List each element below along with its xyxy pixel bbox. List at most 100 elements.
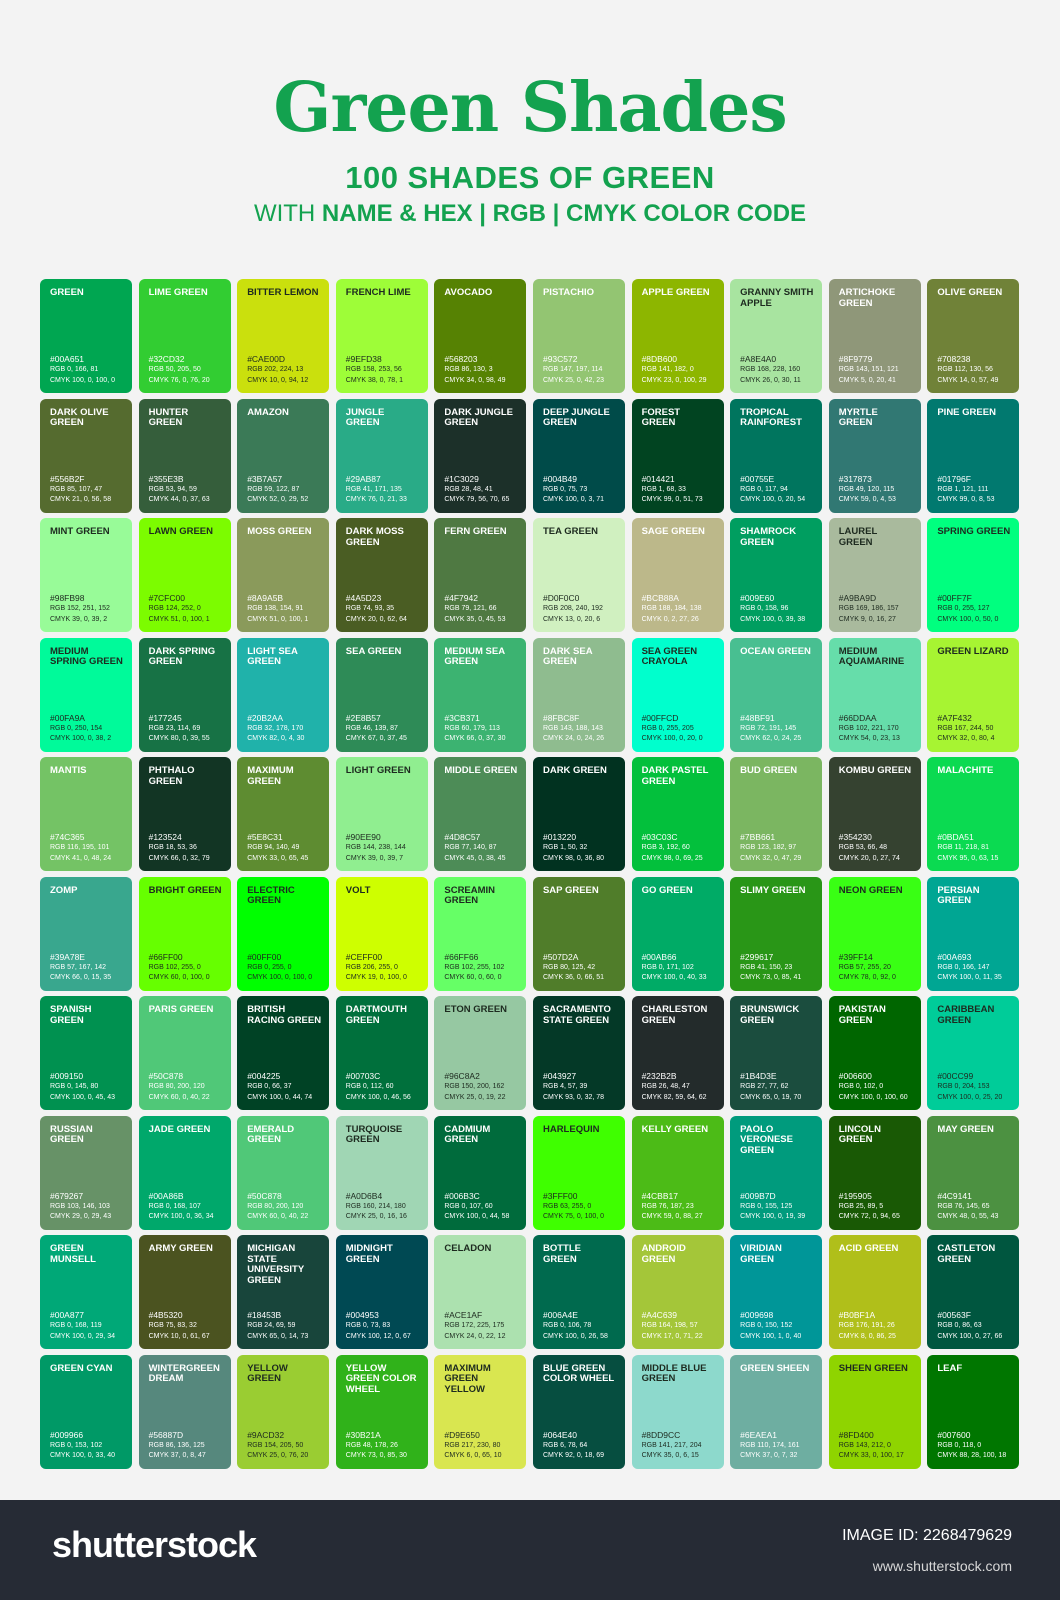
swatch-cmyk: CMYK 76, 0, 21, 33 <box>345 496 407 503</box>
swatch-name: PARIS GREEN <box>148 1004 214 1015</box>
color-swatch: TEA GREEN #D0F0C0 RGB 208, 240, 192 CMYK 13… <box>532 518 625 632</box>
color-swatch: PERSIAN GREEN #00A693 RGB 0, 166, 147 CMYK … <box>927 876 1020 991</box>
color-swatch: BRITISH RACING GREEN #004225 RGB 0, 66, 37… <box>237 996 330 1110</box>
swatch-rgb: RGB 0, 168, 119 <box>50 1322 102 1329</box>
swatch-hex: #D9E650 <box>444 1429 480 1440</box>
color-swatch: NEON GREEN #39FF14 RGB 57, 255, 20 CMYK 78,… <box>828 876 921 991</box>
color-swatch: BRUNSWICK GREEN #1B4D3E RGB 27, 77, 62 CMYK… <box>730 996 823 1110</box>
swatch-rgb: RGB 0, 255, 205 <box>641 724 694 732</box>
swatch-rgb: RGB 27, 77, 62 <box>740 1083 789 1090</box>
color-swatch: GREEN SHEEN #6EAEA1 RGB 110, 174, 161 CMYK … <box>730 1354 823 1469</box>
color-swatch: OCEAN GREEN #48BF91 RGB 72, 191, 145 CMYK 6… <box>730 637 823 752</box>
swatch-codes: #355E3B RGB 53, 94, 59 CMYK 44, 0, 37, 63 <box>149 473 210 506</box>
color-swatch: ARTICHOKE GREEN #8F9779 RGB 143, 151, 121 C… <box>828 279 921 393</box>
swatch-hex: #BCB88A <box>641 593 679 603</box>
swatch-rgb: RGB 0, 107, 60 <box>444 1202 493 1210</box>
swatch-name: DARK SEA GREEN <box>542 645 593 667</box>
swatch-codes: #00A693 RGB 0, 166, 147 CMYK 100, 0, 11, 3… <box>937 951 1001 984</box>
swatch-name: HUNTER GREEN <box>148 406 189 428</box>
swatch-hex: #4C9141 <box>937 1190 972 1201</box>
color-swatch: PAOLO VERONESE GREEN #009B7D RGB 0, 155, 1… <box>730 1115 823 1230</box>
swatch-hex: #90EE90 <box>345 832 381 842</box>
swatch-cmyk: CMYK 33, 0, 100, 17 <box>838 1452 904 1459</box>
swatch-cmyk: CMYK 59, 0, 88, 27 <box>641 1213 703 1220</box>
swatch-hex: #A7F432 <box>937 712 972 723</box>
swatch-codes: #96C8A2 RGB 150, 200, 162 CMYK 25, 0, 19, … <box>444 1070 505 1103</box>
swatch-cmyk: CMYK 60, 0, 100, 0 <box>148 974 210 981</box>
swatch-hex: #009966 <box>50 1429 84 1440</box>
swatch-rgb: RGB 80, 200, 120 <box>247 1202 304 1210</box>
swatch-codes: #39FF14 RGB 57, 255, 20 CMYK 78, 0, 92, 0 <box>839 951 896 984</box>
swatch-codes: #123524 RGB 18, 53, 36 CMYK 66, 0, 32, 79 <box>149 831 210 864</box>
swatch-codes: #56887D RGB 86, 136, 125 CMYK 37, 0, 8, 47 <box>149 1429 206 1462</box>
color-swatch: MOSS GREEN #8A9A5B RGB 138, 154, 91 CMYK 51… <box>237 518 330 632</box>
swatch-name: BOTTLE GREEN <box>542 1243 581 1265</box>
swatch-hex: #74C365 <box>50 832 85 842</box>
swatch-name: SAGE GREEN <box>641 526 705 537</box>
swatch-cmyk: CMYK 52, 0, 29, 52 <box>247 496 309 503</box>
swatch-name: DARK PASTEL GREEN <box>641 765 709 787</box>
swatch-name: VOLT <box>345 884 371 896</box>
swatch-cmyk: CMYK 65, 0, 14, 73 <box>247 1332 309 1340</box>
swatch-codes: #009B7D RGB 0, 155, 125 CMYK 100, 0, 19, 3… <box>740 1190 805 1223</box>
swatch-hex: #043927 <box>542 1071 577 1081</box>
color-swatch: AVOCADO #568203 RGB 86, 130, 3 CMYK 34, 0, … <box>434 279 527 393</box>
swatch-hex: #4A5D23 <box>345 593 382 603</box>
swatch-cmyk: CMYK 100, 0, 20, 54 <box>740 496 806 503</box>
swatch-cmyk: CMYK 60, 0, 40, 22 <box>148 1093 210 1101</box>
swatch-codes: #00A86B RGB 0, 168, 107 CMYK 100, 0, 36, 3… <box>149 1190 214 1223</box>
swatch-rgb: RGB 57, 167, 142 <box>50 963 107 971</box>
color-swatch: SAGE GREEN #BCB88A RGB 188, 184, 138 CMYK 0… <box>631 518 724 632</box>
swatch-hex: #299617 <box>740 951 774 962</box>
swatch-hex: #00CC99 <box>937 1071 974 1081</box>
swatch-cmyk: CMYK 41, 0, 48, 24 <box>50 854 112 862</box>
swatch-name: BRIGHT GREEN <box>148 884 222 896</box>
swatch-name: CARIBBEAN GREEN <box>937 1004 995 1026</box>
swatch-hex: #0BDA51 <box>937 832 974 842</box>
swatch-rgb: RGB 144, 238, 144 <box>345 844 406 851</box>
subtitle: 100 SHADES OF GREEN <box>345 160 715 195</box>
swatch-codes: #00FF00 RGB 0, 255, 0 CMYK 100, 0, 100, 0 <box>247 951 312 984</box>
swatch-rgb: RGB 0, 166, 81 <box>50 366 99 373</box>
swatch-hex: #8A9A5B <box>247 593 284 603</box>
swatch-name: MANTIS <box>50 765 87 776</box>
color-swatch: ETON GREEN #96C8A2 RGB 150, 200, 162 CMYK 2… <box>434 996 527 1110</box>
swatch-hex: #30B21A <box>345 1429 381 1440</box>
swatch-codes: #043927 RGB 4, 57, 39 CMYK 93, 0, 32, 78 <box>543 1070 604 1103</box>
swatch-cmyk: CMYK 25, 0, 19, 22 <box>444 1093 506 1101</box>
swatch-name: ACID GREEN <box>838 1243 899 1254</box>
swatch-cmyk: CMYK 51, 0, 100, 1 <box>247 615 309 623</box>
swatch-rgb: RGB 141, 217, 204 <box>641 1441 702 1449</box>
swatch-name: MAY GREEN <box>937 1123 994 1135</box>
swatch-codes: #013220 RGB 1, 50, 32 CMYK 98, 0, 36, 80 <box>543 831 604 864</box>
swatch-name: EMERALD GREEN <box>247 1123 295 1145</box>
swatch-hex: #29AB87 <box>345 473 381 484</box>
swatch-rgb: RGB 141, 182, 0 <box>641 366 694 373</box>
swatch-cmyk: CMYK 26, 0, 30, 11 <box>740 376 801 384</box>
color-swatch: LAWN GREEN #7CFC00 RGB 124, 252, 0 CMYK 51,… <box>138 518 231 632</box>
swatch-codes: #004225 RGB 0, 66, 37 CMYK 100, 0, 44, 74 <box>247 1070 312 1103</box>
swatch-cmyk: CMYK 93, 0, 32, 78 <box>542 1093 605 1101</box>
swatch-rgb: RGB 76, 145, 65 <box>937 1202 990 1210</box>
swatch-hex: #66FF00 <box>148 951 183 962</box>
color-swatch: MAXIMUM GREEN #5E8C31 RGB 94, 140, 49 CMYK … <box>237 757 330 871</box>
swatch-hex: #4B5320 <box>148 1310 183 1320</box>
swatch-hex: #556B2F <box>50 473 85 484</box>
swatch-hex: #8FBC8F <box>542 712 580 723</box>
swatch-cmyk: CMYK 73, 0, 85, 30 <box>345 1452 407 1459</box>
swatch-codes: #03C03C RGB 3, 192, 60 CMYK 98, 0, 69, 25 <box>642 831 703 864</box>
swatch-name: GO GREEN <box>641 884 693 896</box>
swatch-hex: #56887D <box>148 1429 184 1440</box>
swatch-codes: #01796F RGB 1, 121, 111 CMYK 99, 0, 8, 53 <box>937 473 994 506</box>
swatch-cmyk: CMYK 75, 0, 100, 0 <box>542 1213 605 1220</box>
swatch-rgb: RGB 0, 112, 60 <box>345 1083 394 1090</box>
swatch-hex: #195905 <box>838 1190 872 1201</box>
swatch-rgb: RGB 206, 255, 0 <box>345 963 398 971</box>
swatch-rgb: RGB 0, 255, 0 <box>247 963 292 971</box>
color-swatch: PHTHALO GREEN #123524 RGB 18, 53, 36 CMYK 6… <box>138 757 231 871</box>
swatch-cmyk: CMYK 66, 0, 37, 30 <box>444 735 506 742</box>
swatch-hex: #00A877 <box>50 1310 85 1320</box>
swatch-name: DARK OLIVE GREEN <box>50 406 109 428</box>
swatch-rgb: RGB 0, 204, 153 <box>937 1083 990 1090</box>
swatch-cmyk: CMYK 54, 0, 23, 13 <box>838 735 900 742</box>
